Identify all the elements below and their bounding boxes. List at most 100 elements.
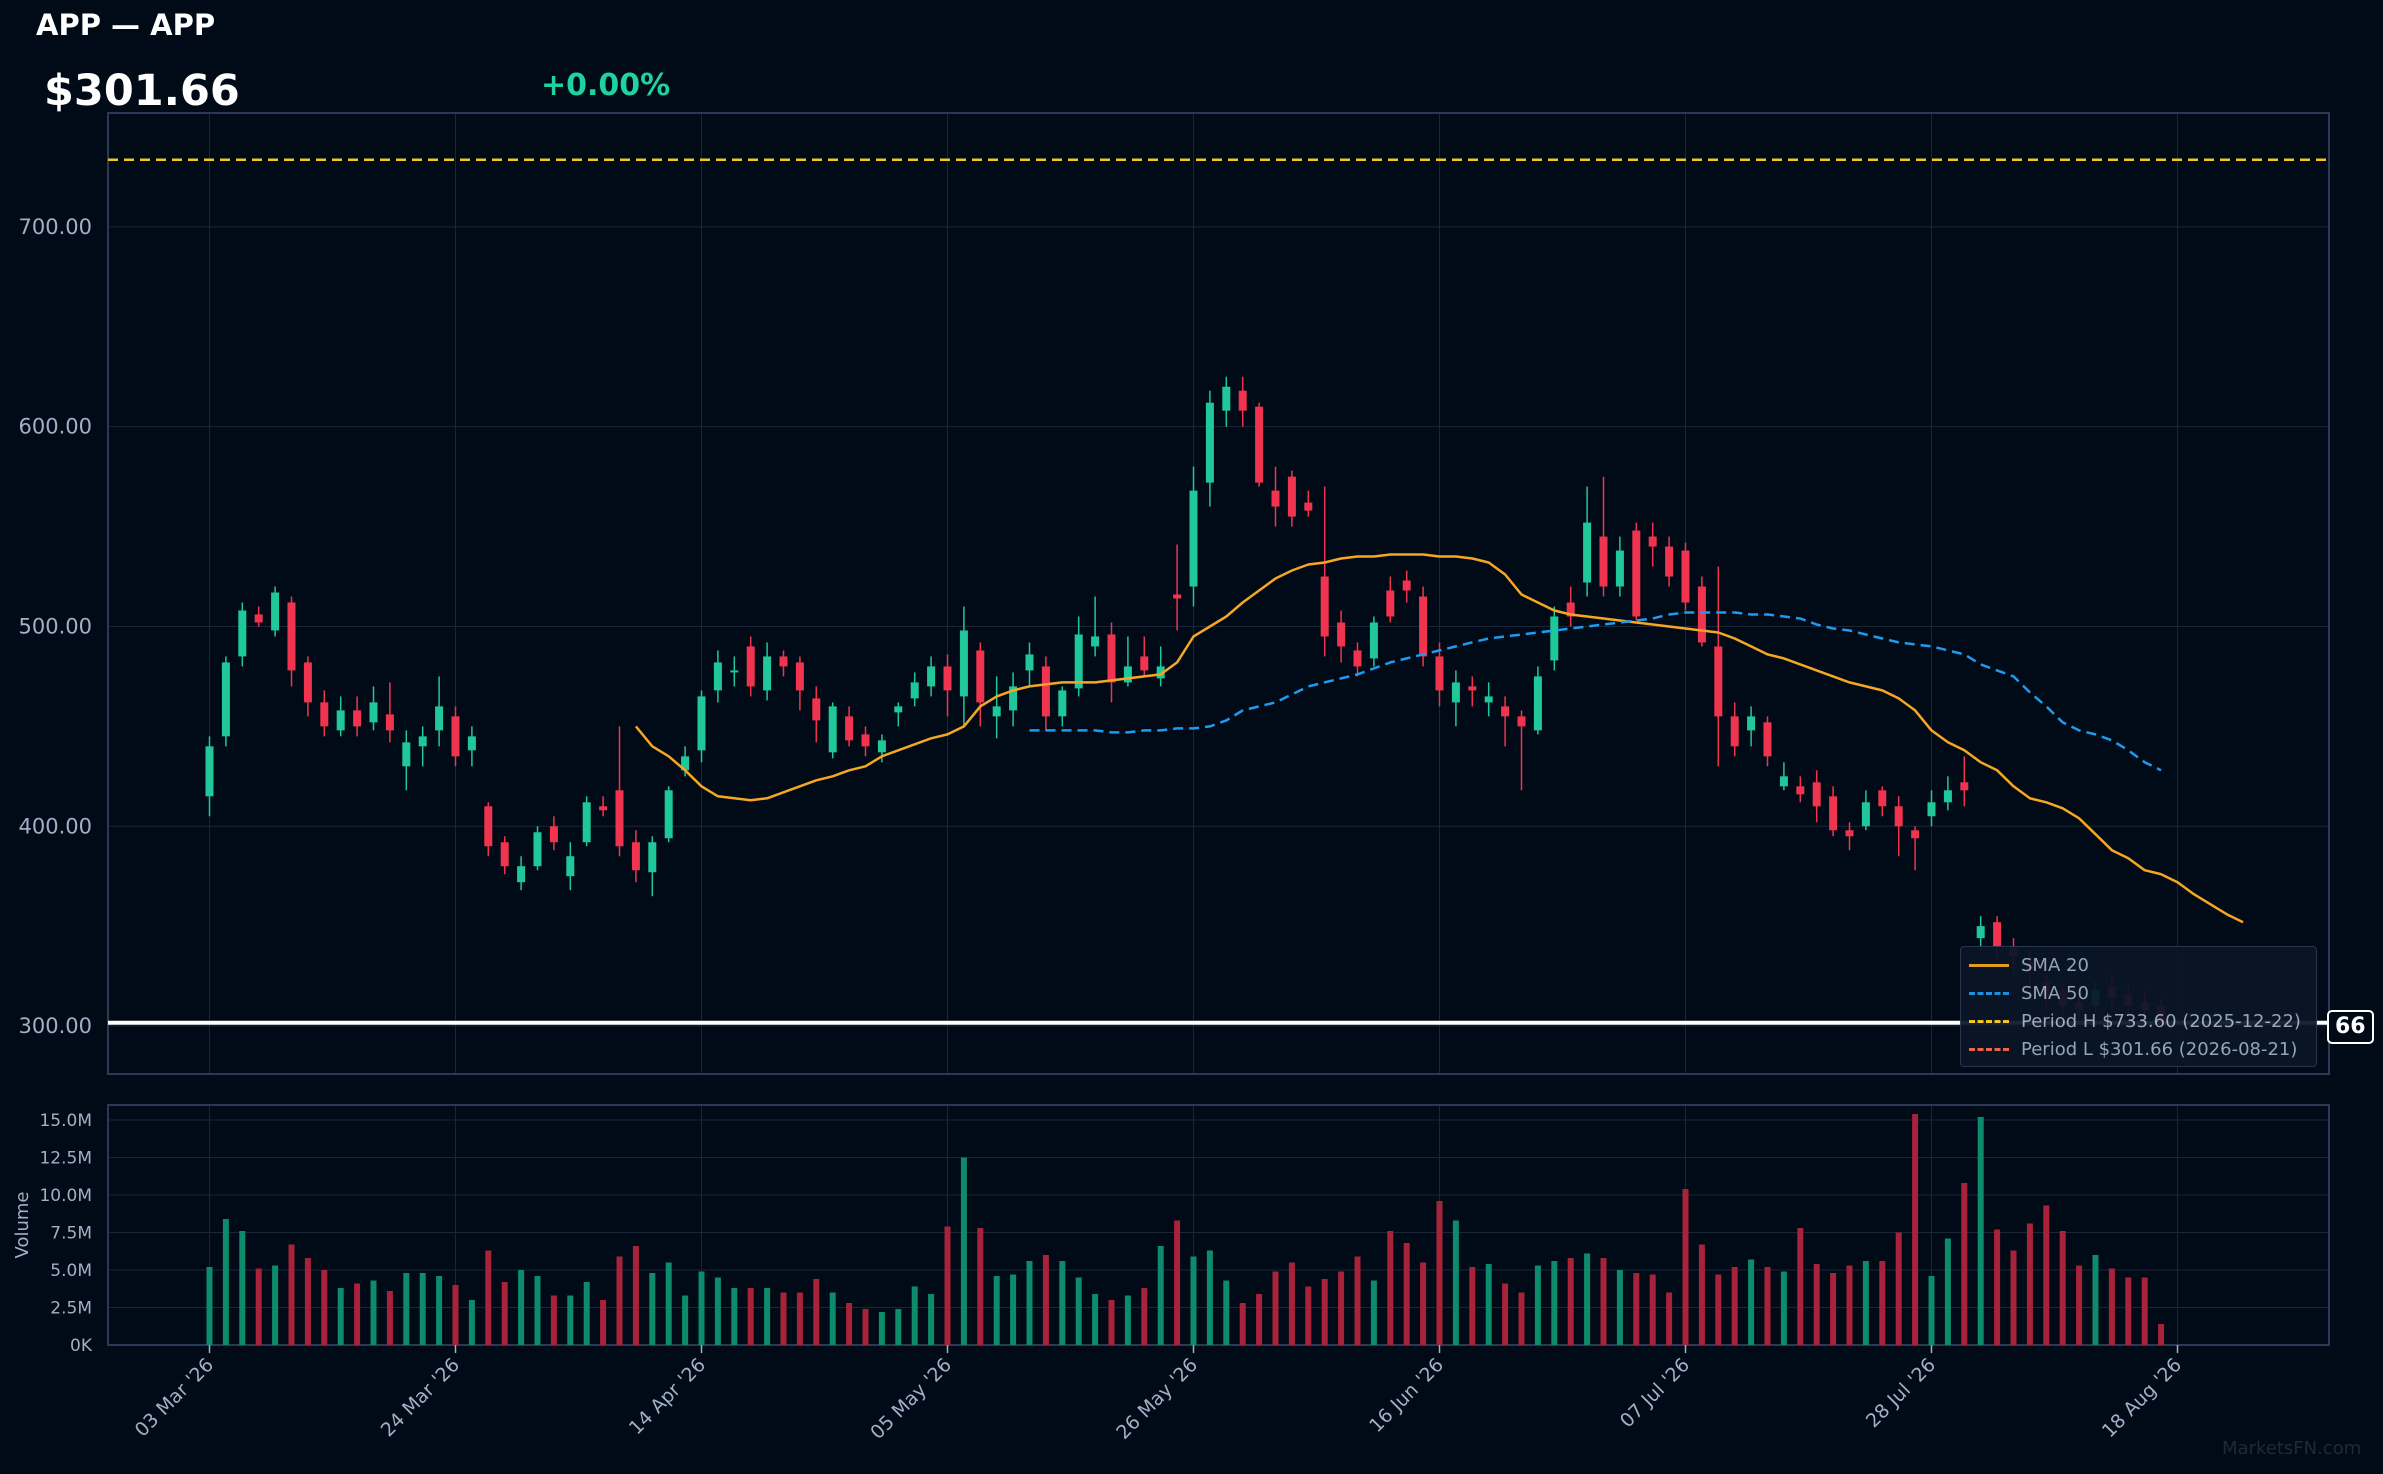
volume-bar — [2059, 1231, 2066, 1345]
candle-body — [336, 710, 345, 731]
volume-bar — [583, 1282, 590, 1345]
candle-body — [697, 696, 706, 751]
candle-body — [1091, 636, 1100, 647]
volume-bar — [534, 1276, 541, 1345]
candle-body — [287, 602, 296, 671]
volume-bar — [239, 1231, 246, 1345]
candle-body — [1845, 830, 1854, 837]
volume-bar — [714, 1277, 721, 1345]
volume-bar — [1256, 1294, 1263, 1345]
volume-panel-frame — [107, 1104, 2330, 1346]
candle-body — [1517, 716, 1526, 727]
candle-body — [681, 756, 690, 771]
volume-bar — [1879, 1261, 1886, 1345]
volume-bar — [2141, 1277, 2148, 1345]
volume-bar — [1518, 1292, 1525, 1345]
volume-bar — [813, 1279, 820, 1345]
volume-bar — [1534, 1265, 1541, 1345]
candle-body — [271, 592, 280, 631]
volume-bar — [2108, 1268, 2115, 1345]
volume-bar — [878, 1312, 885, 1345]
volume-bar — [485, 1250, 492, 1345]
volume-bar — [419, 1273, 426, 1345]
volume-bar — [1305, 1286, 1312, 1345]
volume-bar — [1666, 1292, 1673, 1345]
volume-bar — [616, 1256, 623, 1345]
legend-swatch-sma20 — [1969, 963, 2009, 967]
watermark: MarketsFN.com — [2222, 1438, 2362, 1459]
candle-body — [746, 646, 755, 687]
chart-legend: SMA 20 SMA 50 Period H $733.60 (2025-12-… — [1960, 946, 2317, 1067]
volume-bar — [206, 1267, 213, 1345]
legend-item-sma50: SMA 50 — [1969, 979, 2089, 1007]
x-axis-tick-label: 18 Aug '26 — [2098, 1354, 2186, 1442]
volume-bar — [1026, 1261, 1033, 1345]
volume-bar — [2158, 1324, 2165, 1345]
candle-body — [1599, 536, 1608, 587]
candle-body — [1829, 796, 1838, 831]
volume-bar — [829, 1292, 836, 1345]
candle-body — [976, 650, 985, 703]
x-axis-tick-label: 16 Jun '26 — [1365, 1354, 1448, 1437]
candle-body — [713, 662, 722, 691]
volume-bar — [1174, 1220, 1181, 1345]
candle-body — [385, 714, 394, 731]
volume-bar — [1108, 1300, 1115, 1345]
volume-bar — [1977, 1117, 1984, 1345]
volume-bar — [1813, 1264, 1820, 1345]
volume-bar — [2010, 1250, 2017, 1345]
volume-bar — [1452, 1220, 1459, 1345]
volume-bar — [1649, 1274, 1656, 1345]
candle-body — [369, 702, 378, 723]
candle-body — [1123, 666, 1132, 683]
volume-bar — [796, 1292, 803, 1345]
candle-body — [254, 614, 263, 623]
candle-body — [1533, 676, 1542, 731]
candle-body — [303, 662, 312, 703]
candle-body — [1402, 580, 1411, 591]
volume-bar — [452, 1285, 459, 1345]
candle-body — [1812, 782, 1821, 807]
volume-bar — [1469, 1267, 1476, 1345]
price-change: +0.00% — [541, 68, 671, 103]
volume-bar — [1567, 1258, 1574, 1345]
candle-body — [795, 662, 804, 691]
candle-body — [1287, 476, 1296, 517]
price-axis-tick-label: 700.00 — [19, 215, 92, 239]
sma20-line — [634, 553, 2244, 924]
volume-bar — [222, 1219, 229, 1345]
volume-bar — [1075, 1277, 1082, 1345]
candle-body — [1927, 802, 1936, 817]
last-price-tag: 66 — [2327, 1010, 2374, 1044]
volume-bar — [1551, 1261, 1558, 1345]
volume-bar — [2076, 1265, 2083, 1345]
candle-body — [533, 832, 542, 867]
candle-body — [1189, 490, 1198, 587]
candle-body — [1271, 490, 1280, 507]
volume-bar — [1321, 1279, 1328, 1345]
candle-body — [1976, 926, 1985, 939]
volume-axis-tick-label: 5.0M — [50, 1261, 92, 1281]
volume-bar — [1633, 1273, 1640, 1345]
volume-bar — [1600, 1258, 1607, 1345]
volume-bar — [960, 1157, 967, 1345]
volume-bar — [1272, 1271, 1279, 1345]
legend-label: Period L $301.66 (2026-08-21) — [2021, 1038, 2298, 1060]
candle-body — [1435, 656, 1444, 691]
candle-body — [1238, 390, 1247, 411]
legend-label: SMA 20 — [2021, 954, 2089, 976]
volume-bar — [1682, 1189, 1689, 1345]
candle-body — [1993, 922, 2002, 947]
candle-body — [1566, 602, 1575, 617]
volume-bar — [1338, 1271, 1345, 1345]
volume-bar — [370, 1280, 377, 1345]
candle-body — [238, 610, 247, 657]
legend-swatch-sma50 — [1969, 991, 2009, 995]
candle-body — [631, 842, 640, 871]
x-axis-tick-label: 05 May '26 — [866, 1354, 956, 1444]
candle-body — [500, 842, 509, 867]
volume-bar — [2125, 1277, 2132, 1345]
candle-body — [1451, 682, 1460, 703]
candle-body — [1648, 536, 1657, 547]
